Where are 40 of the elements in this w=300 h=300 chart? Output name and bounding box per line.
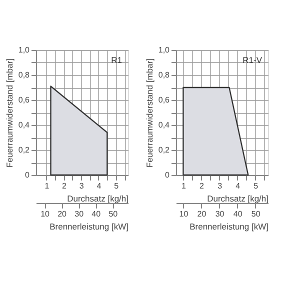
x-tick-label: 2 (62, 182, 68, 190)
x2-tick-label: 30 (215, 210, 225, 218)
x2-tick-label: 40 (92, 210, 102, 218)
x2-tick-label: 50 (251, 210, 261, 218)
y-axis-title: Feuerraumwiderstand [mbar] (4, 58, 14, 168)
annotation: R1-V (242, 55, 262, 65)
x-tick-label: 4 (236, 182, 241, 190)
x-tick-label: 5 (254, 182, 259, 190)
x2-tick-label: 20 (197, 210, 207, 218)
x2-tick-label: 10 (179, 210, 189, 218)
y-axis-title: Feuerraumwiderstand [mbar] (144, 58, 154, 168)
x2-tick-label: 50 (108, 210, 118, 218)
y-tick-label: 0 (25, 170, 30, 180)
x2-tick-label: 20 (58, 210, 68, 218)
y-tick-label: 0,6 (158, 96, 170, 104)
x-tick-label: 3 (218, 182, 223, 190)
x-tick-label: 1 (181, 182, 186, 190)
y-tick-label: 0,2 (158, 146, 170, 154)
x-axis-title: Durchsatz [kg/h] (67, 194, 128, 204)
y-tick-label: 1,0 (18, 46, 30, 54)
x2-axis-title: Brennerleistung [kW] (190, 222, 268, 232)
x-tick-label: 3 (79, 182, 84, 190)
x2-tick-label: 40 (233, 210, 243, 218)
x2-tick-label: 10 (40, 210, 50, 218)
x-tick-label: 4 (96, 182, 102, 190)
annotation: R1 (111, 55, 122, 65)
y-tick-label: 0,2 (18, 146, 30, 154)
y-tick-label: 0,6 (18, 96, 30, 104)
y-tick-label: 1,0 (158, 46, 170, 54)
x2-tick-label: 30 (74, 210, 84, 218)
x-tick-label: 5 (114, 182, 120, 190)
y-tick-label: 0,4 (18, 120, 30, 130)
x2-axis-title: Brennerleistung [kW] (50, 222, 128, 232)
y-tick-label: 0 (165, 170, 170, 180)
y-tick-label: 0,4 (158, 120, 170, 130)
y-tick-label: 0,8 (18, 70, 30, 80)
x-tick-label: 2 (200, 182, 205, 190)
y-tick-label: 0,8 (158, 70, 170, 80)
x-axis-title: Durchsatz [kg/h] (207, 194, 268, 204)
x-tick-label: 1 (44, 182, 50, 190)
